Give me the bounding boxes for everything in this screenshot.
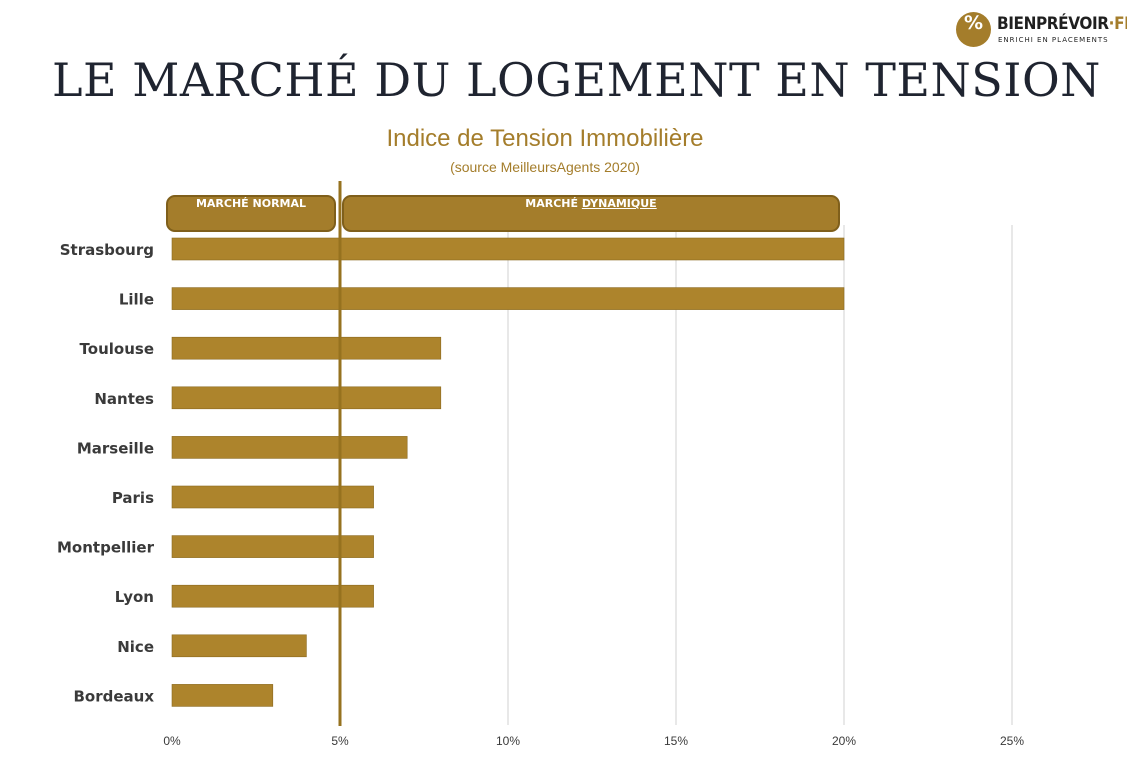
brand-tagline: ENRICHI EN PLACEMENTS [998,36,1109,44]
bar-strasbourg [171,237,845,261]
category-label-toulouse: Toulouse [80,340,154,358]
bar-nice [171,634,307,658]
bar-bordeaux [171,684,274,707]
category-label-montpellier: Montpellier [57,539,155,557]
x-tick-label-4: 20% [832,734,856,748]
chart-title: Indice de Tension Immobilière [386,125,704,152]
brand-name-main: BIENPRÉVOIR [997,14,1109,34]
bar-lille [171,287,845,310]
bar-lyon [171,584,374,608]
brand-name-dot: · [1108,14,1115,34]
zone-label-dynamic: MARCHÉ DYNAMIQUE [342,195,840,232]
category-label-strasbourg: Strasbourg [60,241,154,259]
chart-subtitle: (source MeilleursAgents 2020) [450,159,640,175]
page-title: LE MARCHÉ DU LOGEMENT EN TENSION [52,53,1101,107]
brand-logo: % BIENPRÉVOIR·FR ENRICHI EN PLACEMENTS [956,12,1127,50]
percent-logo-icon: % [956,12,991,47]
category-label-nantes: Nantes [94,390,154,408]
category-label-marseille: Marseille [77,439,154,457]
category-label-bordeaux: Bordeaux [73,687,154,705]
bar-paris [171,485,374,509]
brand-name-suffix: FR [1114,14,1127,34]
category-label-lyon: Lyon [115,588,154,606]
bar-marseille [171,436,408,459]
category-label-lille: Lille [119,291,154,309]
zone-label-normal: MARCHÉ NORMAL [166,195,336,232]
x-tick-label-1: 5% [331,734,349,748]
brand-name: BIENPRÉVOIR·FR [997,14,1127,34]
category-label-nice: Nice [117,638,154,656]
zone-label-dynamic-emphasis: DYNAMIQUE [581,197,657,210]
x-tick-label-3: 15% [664,734,688,748]
x-tick-label-5: 25% [1000,734,1024,748]
x-tick-label-0: 0% [163,734,181,748]
category-label-paris: Paris [112,489,154,507]
x-tick-label-2: 10% [496,734,520,748]
zone-label-dynamic-prefix: MARCHÉ [525,197,582,210]
bar-nantes [171,386,442,410]
bar-montpellier [171,535,374,558]
bar-toulouse [171,336,442,360]
